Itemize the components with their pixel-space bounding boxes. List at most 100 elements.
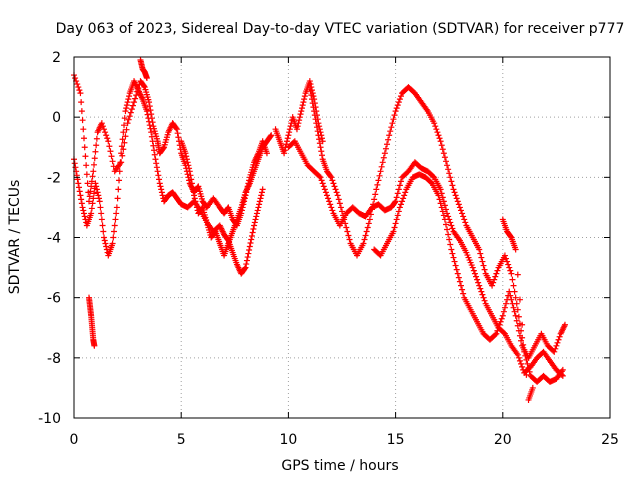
data-point xyxy=(306,78,313,85)
data-point xyxy=(153,160,160,167)
data-point xyxy=(333,189,340,196)
data-point xyxy=(512,246,519,253)
data-point xyxy=(323,192,330,199)
data-point xyxy=(481,266,488,273)
data-point xyxy=(500,308,507,315)
data-point xyxy=(147,107,154,114)
data-point xyxy=(88,210,95,217)
data-point xyxy=(507,233,514,240)
data-point xyxy=(477,250,484,257)
data-point xyxy=(430,173,437,180)
data-point xyxy=(92,180,99,187)
data-point xyxy=(103,243,110,250)
data-point xyxy=(516,296,523,303)
data-point xyxy=(342,220,349,227)
data-point xyxy=(96,195,103,202)
data-point xyxy=(435,132,442,139)
data-point xyxy=(459,210,466,217)
data-point xyxy=(188,176,195,183)
data-point xyxy=(89,200,96,207)
data-point xyxy=(102,129,109,136)
data-point xyxy=(402,189,409,196)
data-point xyxy=(78,196,85,203)
data-point xyxy=(193,201,200,208)
data-point xyxy=(433,126,440,133)
data-point xyxy=(298,108,305,115)
data-point xyxy=(457,207,464,214)
data-point xyxy=(507,267,514,274)
data-point xyxy=(93,183,100,190)
data-point xyxy=(480,262,487,269)
data-point xyxy=(492,331,499,338)
data-point xyxy=(379,159,386,166)
data-point xyxy=(188,180,195,187)
data-point xyxy=(156,176,163,183)
data-point xyxy=(399,198,406,205)
data-point xyxy=(245,250,252,257)
data-point xyxy=(103,132,110,139)
data-point xyxy=(344,228,351,235)
data-point xyxy=(114,195,121,202)
data-point xyxy=(247,240,254,247)
data-point xyxy=(157,183,164,190)
data-point xyxy=(301,96,308,103)
data-point xyxy=(88,205,95,212)
data-point xyxy=(246,247,253,254)
data-point xyxy=(98,120,105,127)
data-point xyxy=(462,219,469,226)
data-point xyxy=(184,159,191,166)
data-point xyxy=(89,173,96,180)
y-axis-label: SDTVAR / TECUs xyxy=(7,180,23,295)
data-point xyxy=(317,174,324,181)
data-point xyxy=(98,216,105,223)
data-point xyxy=(151,151,158,158)
data-point xyxy=(117,159,124,166)
data-point xyxy=(107,148,114,155)
data-point xyxy=(128,106,135,113)
data-point xyxy=(469,264,476,271)
data-point xyxy=(155,172,162,179)
data-point xyxy=(263,150,270,157)
data-point xyxy=(524,360,531,367)
data-point xyxy=(317,144,324,151)
data-point xyxy=(512,294,519,301)
data-point xyxy=(396,204,403,211)
data-point xyxy=(327,201,334,208)
data-point xyxy=(186,168,193,175)
data-point xyxy=(377,168,384,175)
data-point xyxy=(143,108,150,115)
data-point xyxy=(319,138,326,145)
data-point xyxy=(506,264,513,271)
data-point xyxy=(479,291,486,298)
data-point xyxy=(77,90,84,97)
data-point xyxy=(116,168,123,175)
chart-title: Day 063 of 2023, Sidereal Day-to-day VTE… xyxy=(56,21,625,37)
data-point xyxy=(389,120,396,127)
data-point xyxy=(76,188,83,195)
data-point xyxy=(378,163,385,170)
data-point xyxy=(158,189,165,196)
data-point xyxy=(284,135,291,142)
data-point xyxy=(390,228,397,235)
data-point xyxy=(518,360,525,367)
data-point xyxy=(84,180,91,187)
data-point xyxy=(315,120,322,127)
data-point xyxy=(121,122,128,129)
data-point xyxy=(340,212,347,219)
data-point xyxy=(118,143,125,150)
data-point xyxy=(310,93,317,100)
data-point xyxy=(248,236,255,243)
data-point xyxy=(451,258,458,265)
data-point xyxy=(296,117,303,124)
data-point xyxy=(330,180,337,187)
data-point xyxy=(367,211,374,218)
x-tick-label: 25 xyxy=(601,432,619,448)
data-point xyxy=(185,162,192,169)
data-point xyxy=(394,102,401,109)
data-point xyxy=(514,351,521,358)
data-point xyxy=(515,313,522,320)
data-point xyxy=(446,170,453,177)
data-point xyxy=(104,135,111,142)
data-point xyxy=(301,93,308,100)
data-point xyxy=(510,282,517,289)
